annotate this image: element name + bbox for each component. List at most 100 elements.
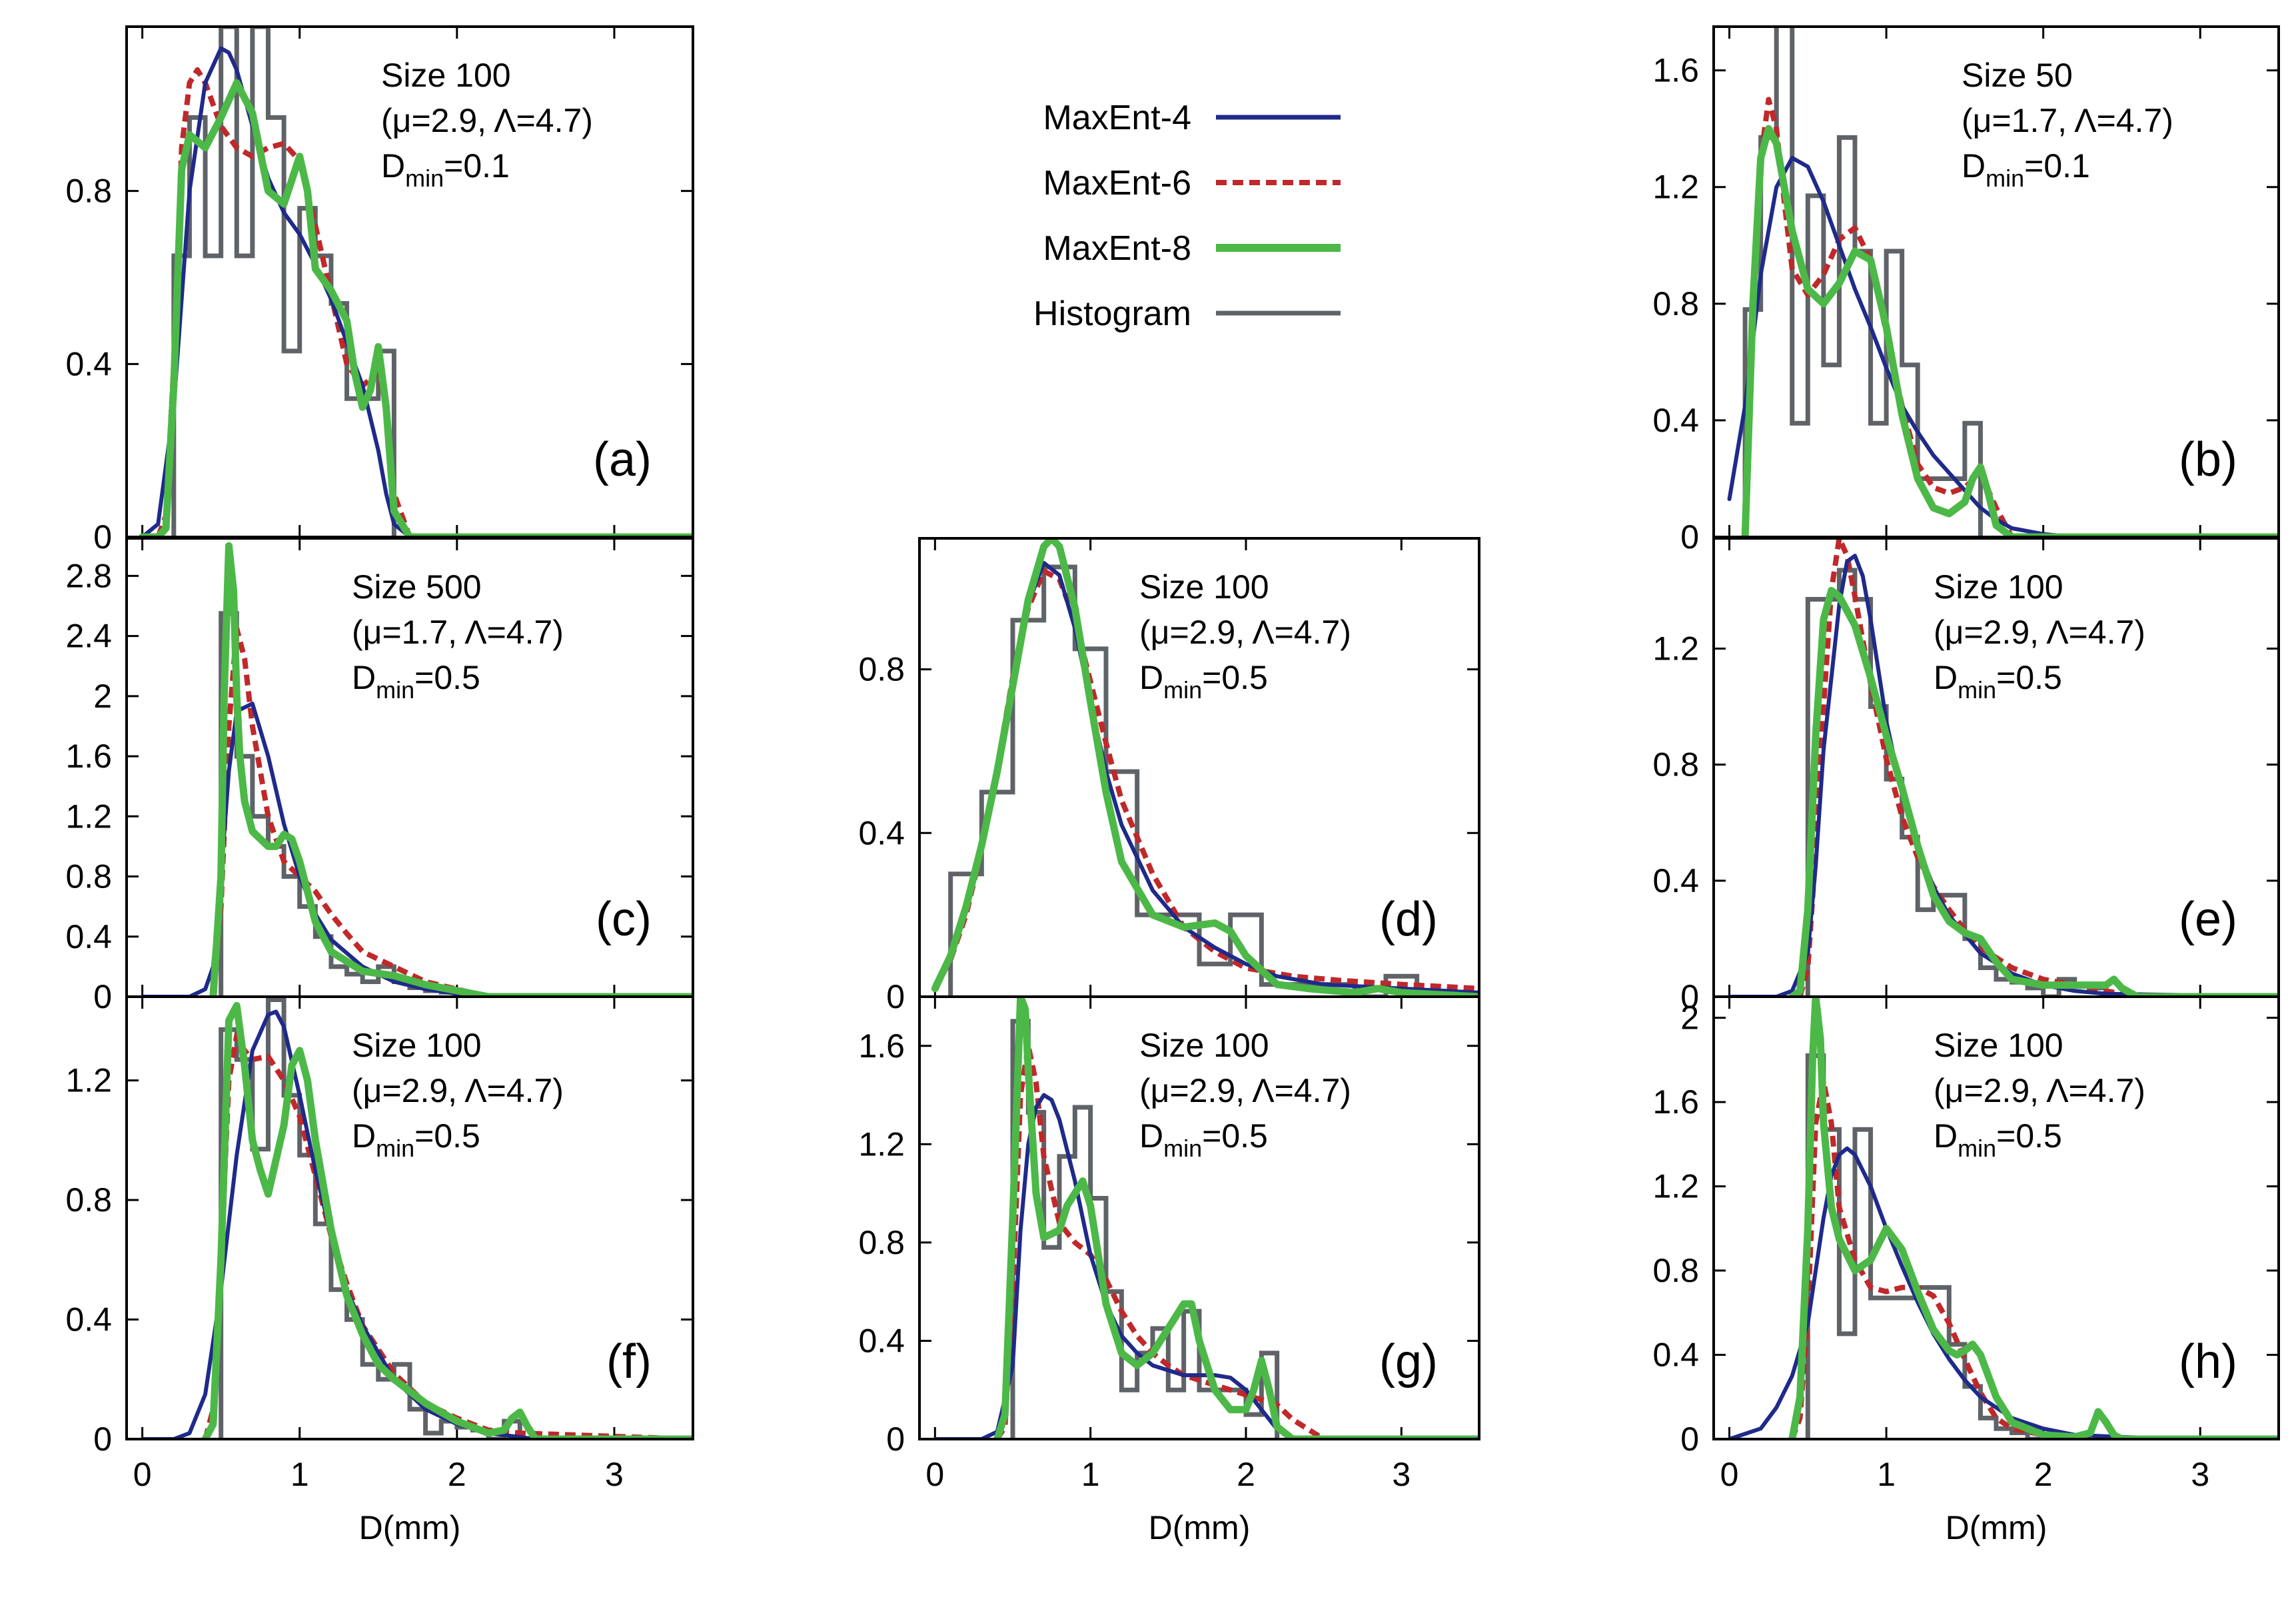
series-maxent8-c — [209, 542, 693, 997]
y-tick-label: 2.8 — [65, 557, 112, 594]
annotation-size: Size 100 — [1934, 568, 2063, 606]
plot-area-d — [931, 538, 1479, 997]
x-tick-label: 0 — [1720, 1456, 1739, 1493]
dmin-subscript: min — [405, 165, 444, 192]
dmin-value: =0.5 — [1996, 659, 2062, 696]
y-tick-label: 1.6 — [858, 1027, 905, 1065]
y-tick-label: 0.8 — [1652, 1252, 1699, 1289]
dmin-subscript: min — [376, 676, 414, 704]
panel-e: 0 0.4 0.8 1.2 Size 100 (μ=2.9, Λ=4.7) Dmin=0.5… — [1652, 537, 2280, 1015]
annotation-params: (μ=1.7, Λ=4.7) — [1962, 102, 2173, 139]
x-axis-label: D(mm) — [359, 1509, 461, 1546]
y-tick-label: 0 — [886, 978, 905, 1015]
panel-label-c: (c) — [596, 893, 652, 946]
annotation-dmin: Dmin=0.5 — [1934, 1117, 2062, 1162]
series-maxent8-a — [139, 79, 693, 537]
histogram-h — [1805, 1053, 2059, 1439]
histogram-g — [1010, 1019, 1280, 1439]
y-tick-label: 0.4 — [1652, 862, 1699, 899]
y-tick-label: 0.4 — [1652, 402, 1699, 439]
y-tick-label: 1.6 — [1652, 52, 1699, 89]
y-tick-label: 1.2 — [65, 1062, 112, 1099]
y-tick-label: 0.8 — [858, 651, 905, 688]
panel-b: 0 0.4 0.8 1.2 1.6 Size 50 (μ=1.7, Λ=4.7) Dmin=0… — [1652, 25, 2280, 556]
y-tick-label: 2.4 — [65, 618, 112, 655]
dmin-subscript: min — [1163, 676, 1202, 704]
x-tick-label: 1 — [290, 1456, 309, 1493]
panel-label-d: (d) — [1379, 893, 1438, 946]
y-tick-label: 0 — [1680, 518, 1699, 556]
y-tick-label: 1.2 — [65, 798, 112, 835]
y-tick-label: 2 — [93, 678, 112, 715]
y-tick-label: 1.6 — [1652, 1083, 1699, 1121]
series-maxent8-b — [1741, 125, 2279, 537]
y-tick-label: 1.2 — [1652, 1168, 1699, 1205]
plot-area-b — [1727, 27, 2279, 537]
panel-frame — [125, 995, 694, 1440]
x-tick-label: 3 — [605, 1456, 624, 1493]
x-tick-label: 1 — [1081, 1456, 1100, 1493]
dmin-value: =0.5 — [414, 659, 480, 696]
panel-frame — [1712, 995, 2280, 1440]
y-tick-label: 0.4 — [858, 1322, 905, 1359]
series-maxent8-h — [1788, 997, 2279, 1439]
y-tick-label: 0 — [93, 518, 112, 556]
annotation-params: (μ=1.7, Λ=4.7) — [352, 614, 564, 651]
annotation-params: (μ=2.9, Λ=4.7) — [1934, 614, 2145, 651]
y-tick-label: 1.2 — [1652, 169, 1699, 206]
plot-area-f — [140, 997, 693, 1439]
legend-label-maxent6: MaxEnt-6 — [1043, 164, 1191, 203]
panel-frame — [918, 995, 1480, 1440]
annotation-params: (μ=2.9, Λ=4.7) — [1934, 1072, 2145, 1109]
annotation-size: Size 500 — [352, 568, 482, 606]
annotation-size: Size 100 — [1139, 1027, 1269, 1064]
annotation-dmin: Dmin=0.5 — [1934, 659, 2062, 704]
panel-label-g: (g) — [1379, 1335, 1438, 1388]
y-tick-label: 1.6 — [65, 738, 112, 775]
histogram-b — [1742, 27, 1983, 537]
panel-a: 0 0.4 0.8 Size 100 (μ=2.9, Λ=4.7) Dmin=0.1 (a) — [65, 25, 694, 556]
annotation-params: (μ=2.9, Λ=4.7) — [1139, 614, 1351, 651]
dmin-subscript: min — [376, 1135, 414, 1162]
dmin-symbol: D — [1139, 659, 1163, 696]
annotation-dmin: Dmin=0.5 — [1139, 659, 1268, 704]
x-axis-label: D(mm) — [1946, 1509, 2047, 1546]
dmin-symbol: D — [1934, 659, 1958, 696]
annotation-size: Size 100 — [352, 1027, 482, 1064]
series-maxent8-d — [931, 538, 1479, 997]
x-tick-label: 0 — [133, 1456, 152, 1493]
x-tick-label: 2 — [448, 1456, 466, 1493]
y-tick-label: 0 — [1680, 978, 1699, 1015]
panel-g: 0 0.4 0.8 1.2 1.6 0 1 2 3 D(mm) Size 100 (μ=2.9, Λ=… — [858, 995, 1480, 1546]
dmin-subscript: min — [1163, 1135, 1202, 1162]
annotation-dmin: Dmin=0.1 — [381, 147, 510, 192]
y-tick-label: 0 — [93, 1420, 112, 1458]
histogram-a — [171, 27, 396, 537]
dmin-value: =0.5 — [1202, 1117, 1268, 1155]
panel-label-e: (e) — [2179, 893, 2237, 946]
y-tick-label: 0.8 — [1652, 746, 1699, 784]
annotation-dmin: Dmin=0.5 — [1139, 1117, 1268, 1162]
dmin-symbol: D — [352, 659, 376, 696]
annotation-params: (μ=2.9, Λ=4.7) — [352, 1072, 564, 1109]
dmin-value: =0.1 — [2024, 147, 2090, 185]
y-tick-label: 0.4 — [65, 918, 112, 955]
y-tick-label: 0.4 — [1652, 1336, 1699, 1374]
annotation-size: Size 100 — [381, 57, 511, 94]
y-tick-label: 1.2 — [1652, 630, 1699, 667]
x-tick-label: 2 — [2034, 1456, 2053, 1493]
y-tick-label: 0.8 — [1652, 285, 1699, 322]
y-tick-label: 0.4 — [65, 345, 112, 382]
y-tick-label: 0.8 — [65, 1181, 112, 1219]
dmin-value: =0.5 — [1996, 1117, 2062, 1155]
legend-label-hist: Histogram — [1033, 294, 1191, 333]
x-tick-label: 3 — [1392, 1456, 1411, 1493]
y-tick-label: 0 — [93, 978, 112, 1015]
legend-label-maxent8: MaxEnt-8 — [1043, 229, 1191, 268]
series-maxent8-e — [1788, 586, 2279, 997]
legend-label-maxent4: MaxEnt-4 — [1043, 99, 1191, 137]
y-tick-label: 0.4 — [858, 814, 905, 851]
series-maxent8-f — [201, 1001, 693, 1439]
series-maxent4-g — [933, 1093, 1479, 1439]
